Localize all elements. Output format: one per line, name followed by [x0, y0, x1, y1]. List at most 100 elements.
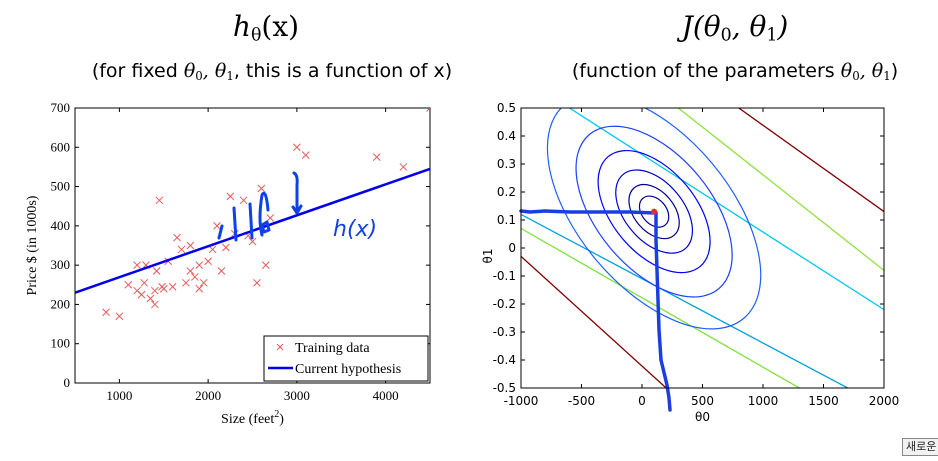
handwritten-stroke	[217, 224, 224, 240]
training-data-point	[155, 196, 164, 205]
y-tick-label: -0.5	[493, 381, 516, 395]
training-data-point	[208, 245, 217, 254]
right-plot-area	[521, 108, 884, 388]
training-data-point	[213, 222, 221, 230]
training-data-point	[102, 308, 110, 317]
right-plot-background	[521, 108, 884, 388]
right-chart-subtitle: (function of the parameters θ0, θ1)	[571, 60, 899, 83]
right-plot: -1000 -500 0 500 1000 1500 2000 0.5 0.4 0.3 0.2 0.1…	[481, 101, 900, 424]
minimum-marker	[651, 208, 658, 215]
left-plot-area	[75, 108, 430, 321]
training-data-point	[257, 184, 266, 193]
y-tick-label: 200	[51, 296, 71, 311]
training-data-point	[146, 294, 155, 303]
y-tick-label: 0.5	[497, 101, 516, 115]
contour-line	[738, 108, 884, 213]
training-data-point	[261, 261, 270, 269]
training-data-point	[190, 273, 199, 281]
x-tick-label: 2000	[195, 388, 221, 403]
contour-line	[521, 213, 849, 388]
y-tick-label: 400	[51, 218, 71, 233]
legend: Training data Current hypothesis	[263, 335, 429, 382]
y-tick-label: 300	[51, 257, 71, 272]
training-data-point	[140, 278, 149, 287]
training-data-point	[115, 312, 124, 321]
x-tick-label: 1000	[748, 394, 779, 408]
legend-label-hypothesis: Current hypothesis	[295, 362, 401, 377]
contour-line	[569, 108, 884, 311]
training-data-point	[253, 278, 261, 287]
handwritten-stroke	[258, 191, 270, 237]
training-data-point	[266, 214, 275, 222]
training-data-point	[133, 261, 141, 269]
contour-ellipse	[628, 184, 680, 240]
contour-ellipse	[615, 169, 694, 254]
contour-ellipse	[638, 195, 670, 228]
training-data-point	[137, 290, 146, 299]
training-data-point	[372, 153, 381, 161]
training-data-point	[226, 192, 235, 201]
descent-path	[519, 209, 672, 412]
training-data-point	[152, 267, 161, 275]
y-tick-label: 600	[51, 139, 71, 154]
training-data-point	[168, 282, 177, 291]
training-data-point	[186, 267, 195, 275]
legend-label-training: Training data	[295, 341, 370, 356]
y-tick-label: -0.2	[493, 297, 516, 311]
handwritten-stroke	[232, 206, 238, 242]
training-data-point	[222, 243, 230, 252]
x-axis-label: θ0	[695, 410, 710, 424]
training-data-point	[151, 300, 159, 309]
y-tick-label: 500	[51, 179, 71, 194]
training-data-point	[248, 237, 257, 246]
left-plot: 1000 2000 3000 4000 0 100 200 300 400 500 600 700 h(…	[25, 100, 431, 427]
y-tick-label: -0.3	[493, 325, 516, 339]
left-chart-subtitle: (for fixed θ0, θ1, this is a function of…	[91, 60, 453, 83]
y-tick-label: 0.3	[497, 157, 516, 171]
training-data-point	[239, 196, 248, 205]
handwritten-stroke	[291, 171, 303, 215]
contour-line	[521, 255, 667, 388]
training-data-point	[151, 286, 159, 295]
x-tick-label: -1000	[504, 394, 539, 408]
x-tick-label: 0	[638, 394, 646, 408]
training-data-point	[195, 261, 204, 269]
corner-button[interactable]: 새로운	[902, 438, 938, 456]
y-tick-label: 0.1	[497, 213, 516, 227]
y-axis-label: θ1	[481, 249, 495, 264]
y-tick-label: 0	[64, 375, 71, 390]
handwritten-stroke	[260, 220, 271, 234]
left-chart-title: hθ(x)	[232, 10, 300, 46]
y-axis-label: Price $ (in 1000s)	[25, 195, 40, 295]
training-data-point	[124, 280, 133, 289]
x-tick-label: 1500	[808, 394, 839, 408]
handwritten-hx-label: h(x)	[333, 217, 377, 242]
y-tick-label: -0.4	[493, 353, 516, 367]
right-chart-title: J(θ0, θ1)	[681, 10, 789, 46]
training-data-point	[177, 245, 186, 254]
training-data-point	[199, 278, 208, 287]
training-data-point	[159, 284, 168, 293]
x-tick-label: -500	[568, 394, 595, 408]
training-data-point	[293, 143, 301, 152]
x-tick-label: 3000	[284, 388, 310, 403]
contour-line	[521, 227, 800, 388]
training-data-point	[204, 257, 212, 266]
x-tick-label: 4000	[373, 388, 399, 403]
training-data-point	[182, 278, 190, 287]
y-tick-label: 0.4	[497, 129, 516, 143]
contour-ellipse	[597, 149, 711, 274]
training-data-point	[195, 284, 204, 293]
y-tick-label: -0.1	[493, 269, 516, 283]
contour-line	[677, 108, 884, 271]
training-data-point	[217, 267, 226, 275]
training-data-point	[301, 151, 310, 159]
y-tick-label: 0.2	[497, 185, 516, 199]
x-tick-label: 2000	[869, 394, 900, 408]
contour-ellipse	[546, 108, 762, 330]
x-axis-label: Size (feet2)	[221, 409, 284, 427]
training-data-point	[399, 163, 408, 171]
legend-box	[263, 335, 429, 382]
handwritten-stroke	[248, 202, 254, 240]
